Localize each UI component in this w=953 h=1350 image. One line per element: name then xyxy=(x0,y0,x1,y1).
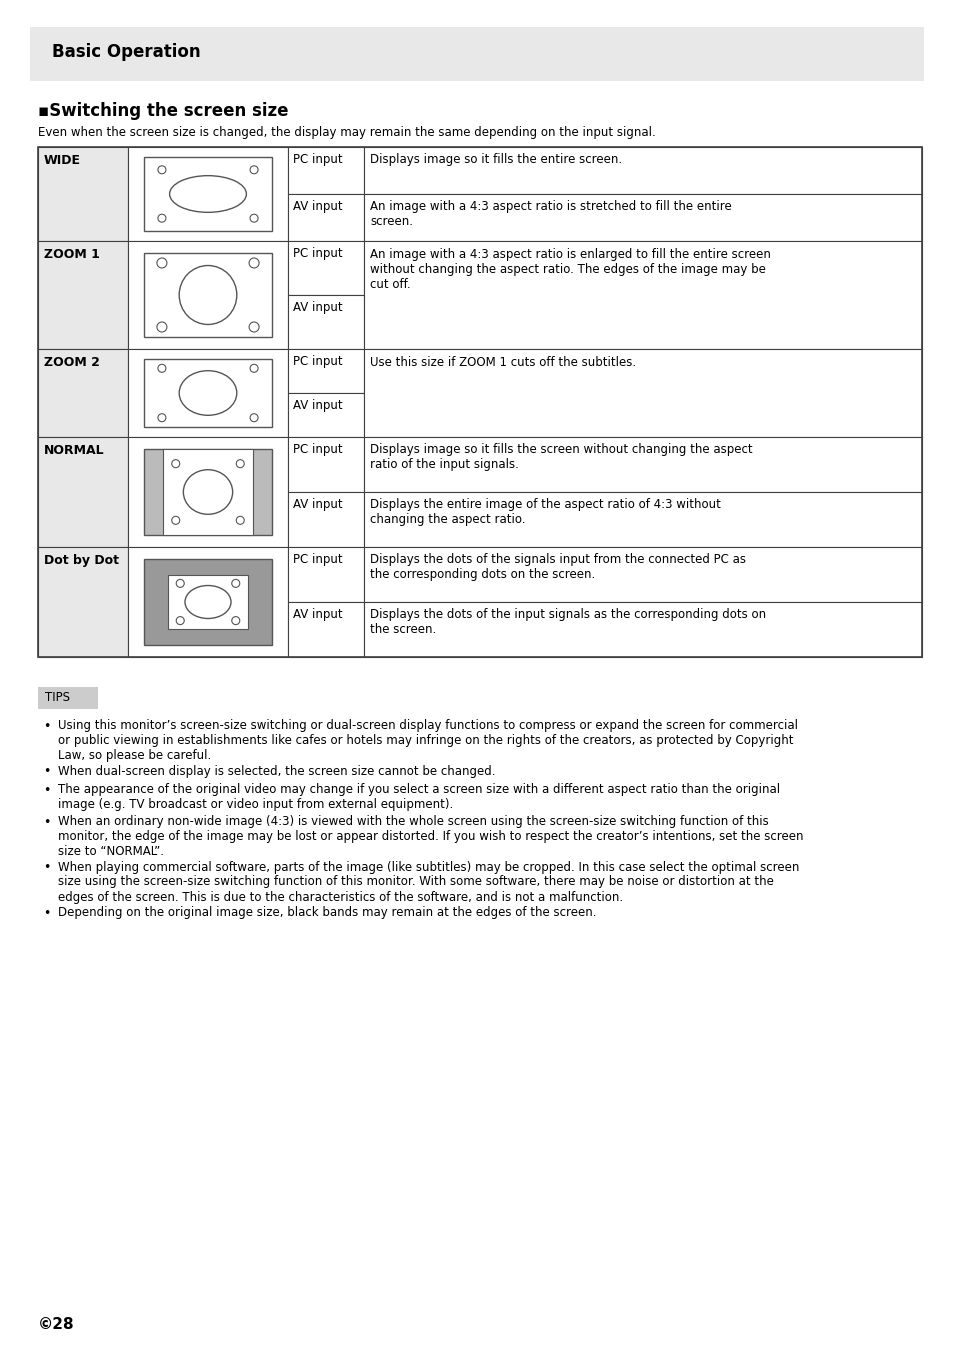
Bar xyxy=(288,147,364,194)
Text: When dual-screen display is selected, the screen size cannot be changed.: When dual-screen display is selected, th… xyxy=(58,764,495,778)
Text: PC input: PC input xyxy=(293,355,342,369)
Text: ZOOM 2: ZOOM 2 xyxy=(44,356,100,369)
Text: When playing commercial software, parts of the image (like subtitles) may be cro: When playing commercial software, parts … xyxy=(58,860,799,903)
Bar xyxy=(364,437,921,491)
Text: AV input: AV input xyxy=(293,608,342,621)
Text: ZOOM 1: ZOOM 1 xyxy=(44,248,100,261)
Text: PC input: PC input xyxy=(293,247,342,261)
Bar xyxy=(128,147,288,242)
Text: AV input: AV input xyxy=(293,200,342,213)
Bar xyxy=(38,147,128,242)
Bar xyxy=(364,147,921,194)
Text: An image with a 4:3 aspect ratio is enlarged to fill the entire screen
without c: An image with a 4:3 aspect ratio is enla… xyxy=(370,248,770,292)
Bar xyxy=(30,27,923,81)
Text: Use this size if ZOOM 1 cuts off the subtitles.: Use this size if ZOOM 1 cuts off the sub… xyxy=(370,356,636,369)
Bar xyxy=(128,437,288,547)
Text: ©28: ©28 xyxy=(38,1318,74,1332)
Text: Displays the entire image of the aspect ratio of 4:3 without
changing the aspect: Displays the entire image of the aspect … xyxy=(370,498,720,526)
Bar xyxy=(128,242,288,350)
Bar xyxy=(364,602,921,657)
Bar xyxy=(38,547,128,657)
Text: TIPS: TIPS xyxy=(45,691,70,703)
Bar xyxy=(128,350,288,437)
Bar xyxy=(288,242,364,296)
Text: PC input: PC input xyxy=(293,554,342,566)
Bar xyxy=(144,252,272,338)
Bar xyxy=(168,575,248,629)
Text: Dot by Dot: Dot by Dot xyxy=(44,554,119,567)
Bar xyxy=(364,547,921,602)
Bar xyxy=(288,393,364,437)
Text: •: • xyxy=(43,765,51,779)
Bar xyxy=(38,687,98,709)
Text: An image with a 4:3 aspect ratio is stretched to fill the entire
screen.: An image with a 4:3 aspect ratio is stre… xyxy=(370,200,731,228)
Bar xyxy=(144,450,272,535)
Text: AV input: AV input xyxy=(293,400,342,412)
Text: PC input: PC input xyxy=(293,443,342,456)
Bar xyxy=(128,547,288,657)
Bar xyxy=(38,350,128,437)
Bar xyxy=(144,359,272,428)
Bar xyxy=(288,491,364,547)
Text: AV input: AV input xyxy=(293,498,342,512)
Bar xyxy=(364,194,921,242)
Text: Displays image so it fills the entire screen.: Displays image so it fills the entire sc… xyxy=(370,153,621,166)
Bar xyxy=(288,350,364,393)
Bar xyxy=(364,491,921,547)
Bar xyxy=(144,158,272,231)
Bar xyxy=(288,296,364,350)
Bar xyxy=(364,350,921,437)
Text: •: • xyxy=(43,815,51,829)
Text: ▪Switching the screen size: ▪Switching the screen size xyxy=(38,103,288,120)
Bar xyxy=(364,242,921,350)
Text: •: • xyxy=(43,907,51,919)
Text: Displays the dots of the signals input from the connected PC as
the correspondin: Displays the dots of the signals input f… xyxy=(370,554,745,580)
Bar xyxy=(163,450,253,535)
Text: Basic Operation: Basic Operation xyxy=(52,43,200,61)
Text: AV input: AV input xyxy=(293,301,342,315)
Bar xyxy=(38,242,128,350)
Text: NORMAL: NORMAL xyxy=(44,444,105,458)
Bar xyxy=(288,437,364,491)
Bar xyxy=(288,547,364,602)
Bar xyxy=(288,194,364,242)
Bar xyxy=(38,437,128,547)
Text: WIDE: WIDE xyxy=(44,154,81,167)
Text: •: • xyxy=(43,720,51,733)
Bar xyxy=(288,602,364,657)
Text: Even when the screen size is changed, the display may remain the same depending : Even when the screen size is changed, th… xyxy=(38,126,655,139)
Bar xyxy=(144,559,272,645)
Text: Depending on the original image size, black bands may remain at the edges of the: Depending on the original image size, bl… xyxy=(58,906,596,919)
Text: Displays image so it fills the screen without changing the aspect
ratio of the i: Displays image so it fills the screen wi… xyxy=(370,443,752,471)
Text: When an ordinary non-wide image (4:3) is viewed with the whole screen using the : When an ordinary non-wide image (4:3) is… xyxy=(58,815,802,859)
Text: •: • xyxy=(43,784,51,796)
Text: The appearance of the original video may change if you select a screen size with: The appearance of the original video may… xyxy=(58,783,780,811)
Text: •: • xyxy=(43,861,51,875)
Text: PC input: PC input xyxy=(293,153,342,166)
Text: Using this monitor’s screen-size switching or dual-screen display functions to c: Using this monitor’s screen-size switchi… xyxy=(58,720,797,761)
Bar xyxy=(38,147,921,657)
Text: Displays the dots of the input signals as the corresponding dots on
the screen.: Displays the dots of the input signals a… xyxy=(370,608,765,636)
